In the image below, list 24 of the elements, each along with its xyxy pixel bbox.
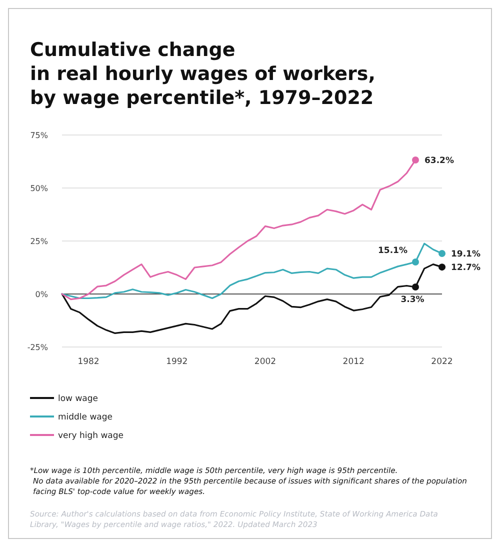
legend-label: middle wage <box>58 412 113 422</box>
data-label: 63.2% <box>424 156 454 166</box>
data-label: 15.1% <box>378 246 408 256</box>
y-tick-label: 25% <box>30 237 48 246</box>
point <box>412 284 419 291</box>
chart-title: Cumulative change in real hourly wages of workers, by wage percentile*, 1979–2022 <box>30 39 376 109</box>
data-label: 3.3% <box>400 295 425 306</box>
x-tick-label: 1982 <box>78 357 100 367</box>
legend-label: very high wage <box>58 431 124 441</box>
x-tick-label: 1992 <box>166 357 188 367</box>
x-tick-label: 2022 <box>431 357 453 367</box>
y-tick-label: 75% <box>30 131 48 140</box>
data-label: 12.7% <box>451 263 481 274</box>
point <box>438 264 446 271</box>
point <box>412 156 419 164</box>
x-tick-label: 2002 <box>254 357 276 367</box>
y-tick-label: 0% <box>35 290 48 299</box>
legend-label: low wage <box>58 394 98 404</box>
y-tick-label: 50% <box>30 184 48 193</box>
y-tick-label: -25% <box>27 343 48 352</box>
data-label: 19.1% <box>451 250 481 260</box>
point <box>412 258 419 266</box>
x-tick-label: 2012 <box>342 357 364 367</box>
point <box>438 250 446 258</box>
